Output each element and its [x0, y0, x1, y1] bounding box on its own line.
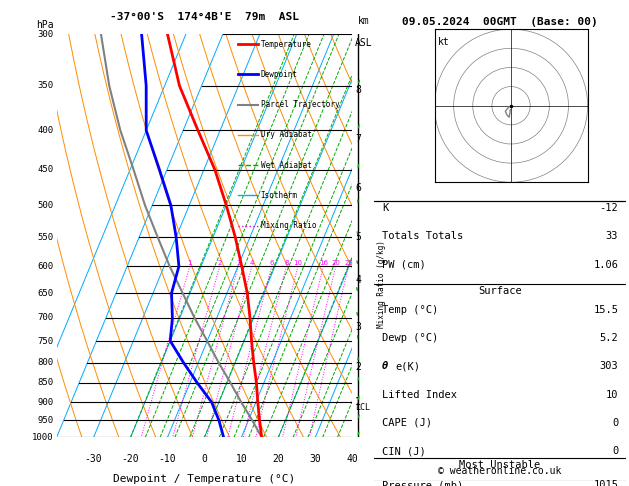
Text: 3: 3: [236, 260, 240, 266]
Text: 20: 20: [272, 453, 284, 464]
Text: 650: 650: [38, 289, 53, 297]
Text: 0: 0: [612, 418, 618, 428]
Text: 1.06: 1.06: [593, 260, 618, 270]
Text: Lifted Index: Lifted Index: [382, 390, 457, 399]
Text: 500: 500: [38, 201, 53, 209]
Text: 1: 1: [187, 260, 192, 266]
Text: 6: 6: [269, 260, 274, 266]
Text: 750: 750: [38, 336, 53, 346]
Text: 1000: 1000: [32, 433, 53, 442]
Text: 09.05.2024  00GMT  (Base: 00): 09.05.2024 00GMT (Base: 00): [402, 17, 598, 27]
Text: LCL: LCL: [355, 403, 370, 412]
Text: Most Unstable: Most Unstable: [459, 460, 541, 470]
Text: -30: -30: [85, 453, 103, 464]
Text: -20: -20: [121, 453, 140, 464]
Text: 0: 0: [612, 446, 618, 456]
Text: 33: 33: [606, 231, 618, 241]
Text: Dewpoint / Temperature (°C): Dewpoint / Temperature (°C): [113, 474, 296, 484]
Text: 900: 900: [38, 398, 53, 407]
Text: PW (cm): PW (cm): [382, 260, 426, 270]
Text: K: K: [382, 203, 388, 213]
Text: -37°00'S  174°4B'E  79m  ASL: -37°00'S 174°4B'E 79m ASL: [110, 12, 299, 22]
Text: Surface: Surface: [478, 286, 522, 295]
Text: 2: 2: [218, 260, 222, 266]
Text: CAPE (J): CAPE (J): [382, 418, 431, 428]
Text: Mixing Ratio (g/kg): Mixing Ratio (g/kg): [377, 240, 386, 328]
Text: 6: 6: [355, 183, 361, 193]
Text: Dry Adiabat: Dry Adiabat: [260, 130, 311, 139]
Text: e(K): e(K): [396, 362, 421, 371]
Text: Wet Adiabat: Wet Adiabat: [260, 160, 311, 170]
Text: 30: 30: [309, 453, 321, 464]
Text: 40: 40: [347, 453, 358, 464]
Text: 2: 2: [355, 362, 361, 372]
Text: Mixing Ratio: Mixing Ratio: [260, 221, 316, 230]
Text: 7: 7: [355, 134, 361, 144]
Text: 550: 550: [38, 233, 53, 242]
Text: 10: 10: [235, 453, 247, 464]
Text: Parcel Trajectory: Parcel Trajectory: [260, 100, 339, 109]
Text: Dewpoint: Dewpoint: [260, 70, 298, 79]
Text: CIN (J): CIN (J): [382, 446, 426, 456]
Text: 700: 700: [38, 313, 53, 322]
Text: 850: 850: [38, 379, 53, 387]
Text: Isotherm: Isotherm: [260, 191, 298, 200]
Text: 10: 10: [606, 390, 618, 399]
Text: Temperature: Temperature: [260, 39, 311, 49]
Text: -10: -10: [159, 453, 176, 464]
Text: 300: 300: [38, 30, 53, 38]
Text: 4: 4: [355, 275, 361, 285]
Text: Temp (°C): Temp (°C): [382, 305, 438, 315]
Text: 15.5: 15.5: [593, 305, 618, 315]
Text: 400: 400: [38, 126, 53, 135]
Text: 10: 10: [294, 260, 303, 266]
Text: 1: 1: [355, 397, 361, 407]
Text: -12: -12: [599, 203, 618, 213]
Text: 8: 8: [284, 260, 289, 266]
Text: 350: 350: [38, 81, 53, 90]
Text: Pressure (mb): Pressure (mb): [382, 480, 463, 486]
Text: hPa: hPa: [36, 20, 53, 30]
Text: © weatheronline.co.uk: © weatheronline.co.uk: [438, 467, 562, 476]
Text: 16: 16: [319, 260, 328, 266]
Text: 25: 25: [344, 260, 353, 266]
Text: 4: 4: [250, 260, 254, 266]
Text: Dewp (°C): Dewp (°C): [382, 333, 438, 343]
Text: 8: 8: [355, 86, 361, 95]
Text: 1015: 1015: [593, 480, 618, 486]
Text: 3: 3: [355, 322, 361, 332]
Text: 950: 950: [38, 416, 53, 425]
Text: 450: 450: [38, 165, 53, 174]
Text: 20: 20: [331, 260, 340, 266]
Text: 303: 303: [599, 362, 618, 371]
Text: 800: 800: [38, 358, 53, 367]
Text: Totals Totals: Totals Totals: [382, 231, 463, 241]
Text: 5: 5: [355, 232, 361, 242]
Text: 5.2: 5.2: [599, 333, 618, 343]
Text: θ: θ: [382, 362, 388, 371]
Text: km: km: [358, 16, 370, 26]
Text: 600: 600: [38, 262, 53, 271]
Text: kt: kt: [438, 37, 450, 47]
Text: ASL: ASL: [355, 38, 373, 48]
Text: 0: 0: [201, 453, 208, 464]
